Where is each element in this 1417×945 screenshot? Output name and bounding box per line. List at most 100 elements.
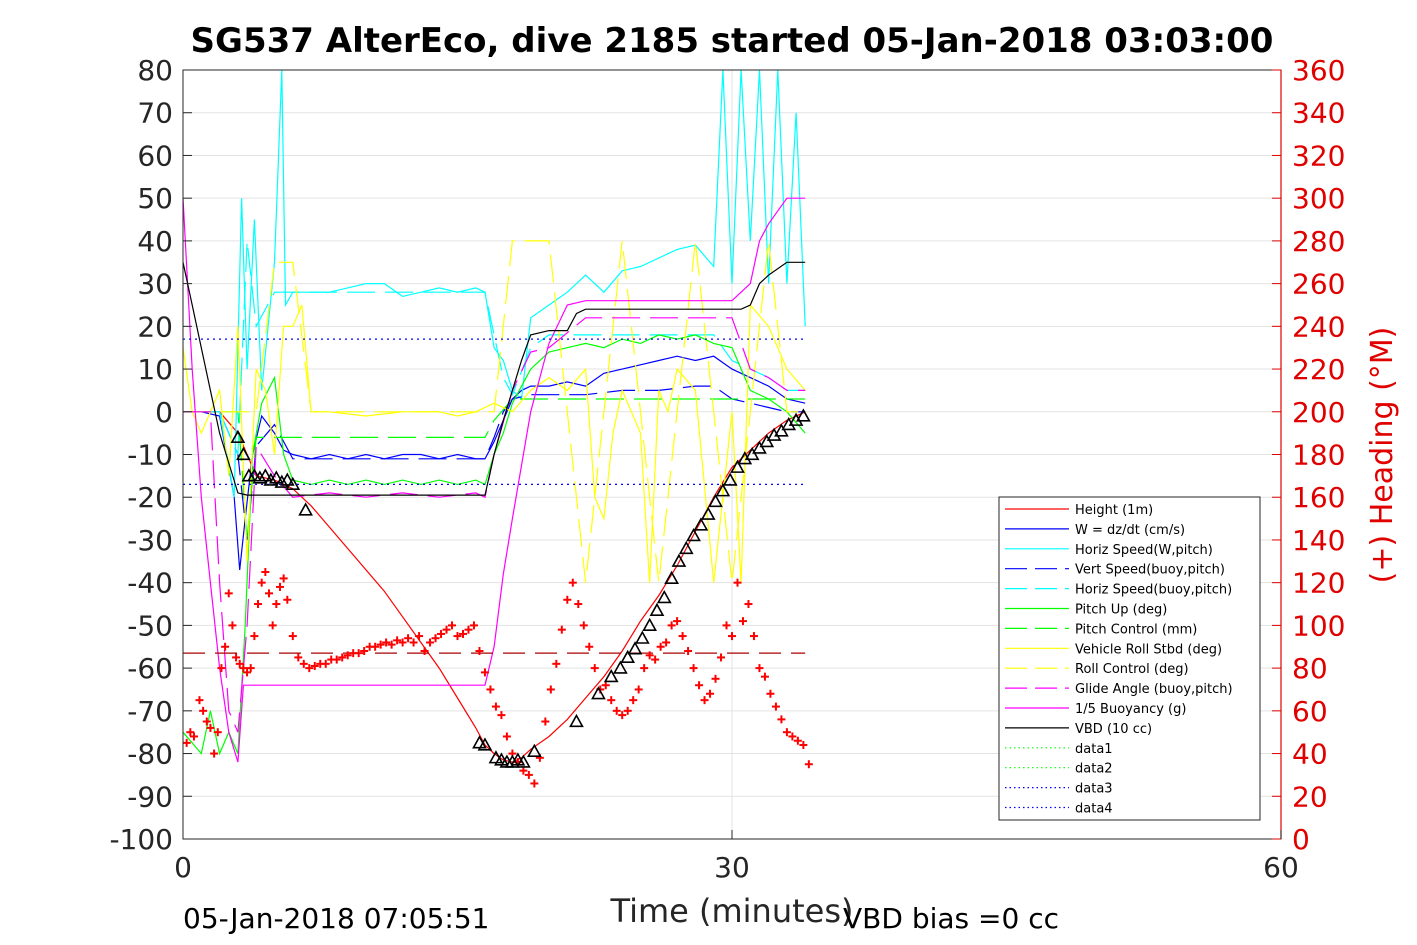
- heading-point: [530, 779, 539, 788]
- heading-point: [221, 642, 230, 651]
- y2-tick-label: 280: [1292, 225, 1345, 258]
- heading-layer: [182, 567, 813, 788]
- y2-tick-label: 160: [1292, 481, 1345, 514]
- heading-point: [733, 578, 742, 587]
- left-axis: -100-90-80-70-60-50-40-30-20-10010203040…: [109, 54, 192, 856]
- legend-label: Glide Angle (buoy,pitch): [1075, 682, 1233, 697]
- heading-point: [182, 738, 191, 747]
- heading-point: [469, 621, 478, 630]
- heading-point: [700, 696, 709, 705]
- heading-point: [579, 621, 588, 630]
- heading-point: [354, 649, 363, 658]
- heading-point: [250, 632, 259, 641]
- heading-point: [448, 621, 457, 630]
- heading-point: [232, 653, 241, 662]
- heading-point: [382, 638, 391, 647]
- heading-point: [766, 689, 775, 698]
- legend-label: data3: [1075, 782, 1113, 797]
- depth-marker: [477, 737, 493, 751]
- heading-point: [437, 629, 446, 638]
- heading-point: [257, 578, 266, 587]
- y2-tick-label: 360: [1292, 54, 1345, 87]
- y-tick-label: -40: [127, 567, 173, 600]
- depth-marker: [730, 459, 745, 473]
- depth-marker: [766, 427, 782, 441]
- chart-title: SG537 AlterEco, dive 2185 started 05-Jan…: [191, 21, 1274, 61]
- heading-point: [235, 659, 244, 668]
- heading-point: [224, 589, 233, 598]
- depth-marker: [708, 493, 723, 508]
- heading-point: [689, 664, 698, 673]
- depth-marker: [722, 472, 738, 486]
- depth-marker: [634, 630, 650, 644]
- heading-point: [519, 766, 528, 775]
- depth-marker: [737, 451, 753, 465]
- depth-marker: [569, 713, 584, 728]
- y-tick-label: -50: [127, 609, 173, 642]
- y-tick-label: 60: [137, 139, 173, 172]
- legend-label: W = dz/dt (cm/s): [1075, 523, 1185, 538]
- heading-point: [189, 732, 198, 741]
- depth-marker: [774, 423, 789, 437]
- y-tick-label: 50: [137, 182, 173, 215]
- heading-point: [480, 668, 489, 677]
- heading-point: [552, 659, 561, 668]
- y-tick-label: 20: [137, 310, 173, 343]
- heading-point: [590, 664, 599, 673]
- heading-point: [782, 728, 791, 737]
- y2-tick-label: 0: [1292, 823, 1310, 856]
- heading-point: [398, 638, 407, 647]
- heading-point: [738, 617, 747, 626]
- chart-legend: Height (1m) W = dz/dt (cm/s) Horiz Speed(W…: [998, 496, 1261, 821]
- y2-tick-label: 60: [1292, 695, 1328, 728]
- legend-label: Vert Speed(buoy,pitch): [1075, 563, 1225, 578]
- y2-tick-label: 20: [1292, 780, 1328, 813]
- heading-point: [601, 681, 610, 690]
- depth-marker: [715, 483, 731, 497]
- depth-marker: [252, 470, 268, 484]
- heading-point: [623, 706, 632, 715]
- heading-point: [612, 706, 621, 715]
- heading-point: [563, 595, 572, 604]
- heading-point: [524, 770, 533, 779]
- x-axis-label: Time (minutes): [610, 892, 854, 930]
- heading-point: [228, 621, 237, 630]
- legend-label: Horiz Speed(W,pitch): [1075, 543, 1213, 558]
- depth-marker: [285, 476, 301, 491]
- heading-point: [804, 760, 813, 769]
- depth-marker: [603, 669, 619, 683]
- y2-tick-label: 260: [1292, 268, 1345, 301]
- heading-point: [420, 647, 429, 656]
- heading-point: [360, 647, 369, 656]
- depth-marker: [263, 472, 279, 486]
- heading-point: [717, 653, 726, 662]
- legend-box: [998, 496, 1261, 821]
- depth-marker: [693, 517, 709, 531]
- depth-marker: [298, 502, 313, 516]
- y-tick-label: -100: [109, 823, 173, 856]
- heading-point: [585, 642, 594, 651]
- heading-point: [502, 732, 511, 741]
- heading-point: [213, 728, 222, 737]
- y2-tick-label: 300: [1292, 182, 1345, 215]
- heading-point: [722, 621, 731, 630]
- depth-marker: [613, 660, 628, 674]
- heading-point: [673, 617, 682, 626]
- heading-point: [409, 638, 418, 647]
- depth-marker: [516, 754, 531, 768]
- footer-vbd-bias: VBD bias =0 cc: [843, 902, 1059, 935]
- y2-tick-label: 120: [1292, 567, 1345, 600]
- heading-point: [321, 659, 330, 668]
- heading-point: [272, 600, 281, 609]
- heading-point: [217, 664, 226, 673]
- heading-point: [243, 668, 252, 677]
- depth-marker: [230, 429, 246, 444]
- heading-point: [777, 715, 786, 724]
- depth-marker: [257, 468, 273, 482]
- depth-marker: [664, 570, 679, 584]
- heading-point: [239, 664, 248, 673]
- right-axis-label: (+) Heading (°M): [1365, 327, 1400, 584]
- y2-tick-label: 240: [1292, 310, 1345, 343]
- legend-label: data2: [1075, 762, 1113, 777]
- heading-point: [634, 685, 643, 694]
